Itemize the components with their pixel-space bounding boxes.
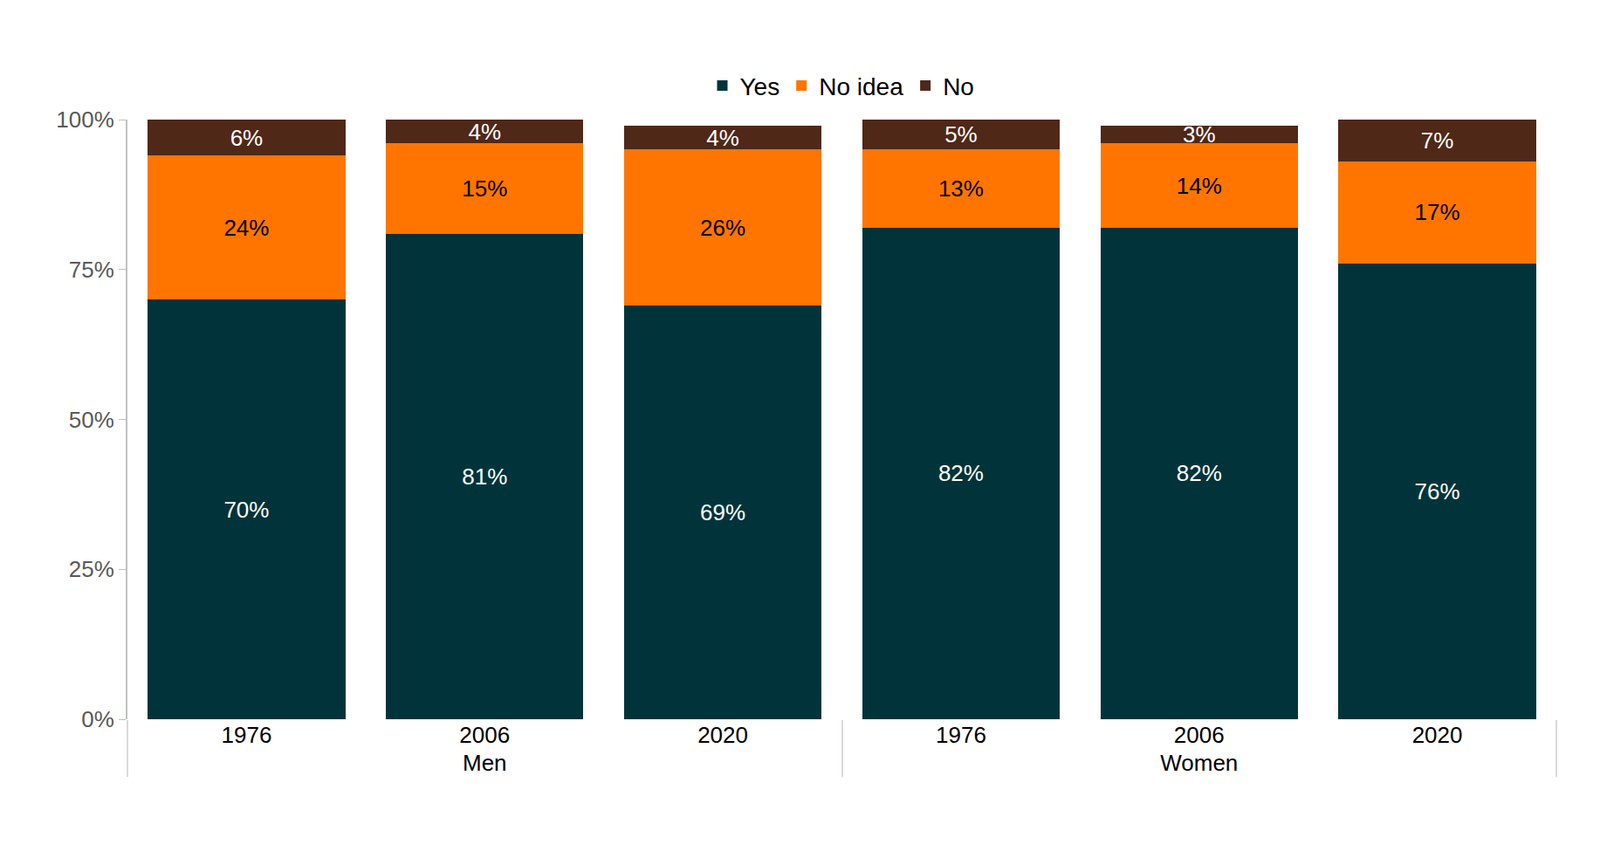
svg-text:0%: 0% [81,706,115,733]
svg-text:75%: 75% [68,256,115,283]
svg-text:13%: 13% [938,175,984,202]
svg-text:24%: 24% [223,214,269,241]
svg-text:15%: 15% [461,175,508,202]
svg-text:4%: 4% [467,118,502,145]
svg-text:82%: 82% [1176,460,1223,487]
svg-text:5%: 5% [944,121,978,148]
svg-text:82%: 82% [938,460,984,487]
svg-text:Men: Men [462,749,508,776]
svg-text:2006: 2006 [1174,721,1225,749]
svg-text:6%: 6% [230,124,264,152]
svg-text:25%: 25% [68,556,115,583]
svg-text:14%: 14% [1176,172,1223,200]
svg-text:2020: 2020 [697,721,749,749]
svg-text:76%: 76% [1414,478,1461,505]
svg-text:4%: 4% [706,124,740,152]
svg-text:81%: 81% [461,463,508,490]
svg-text:2006: 2006 [459,721,510,749]
svg-text:Women: Women [1160,749,1238,776]
svg-text:7%: 7% [1421,127,1455,154]
svg-text:3%: 3% [1182,121,1216,148]
svg-text:2020: 2020 [1412,721,1463,749]
svg-text:1976: 1976 [935,721,987,749]
svg-text:50%: 50% [68,406,115,433]
svg-text:1976: 1976 [220,721,272,749]
svg-text:26%: 26% [700,214,746,241]
svg-text:69%: 69% [700,499,746,526]
svg-text:70%: 70% [223,496,269,523]
svg-text:No: No [942,73,975,101]
svg-text:100%: 100% [55,106,115,133]
svg-text:Yes: Yes [740,73,781,101]
svg-text:No idea: No idea [818,73,904,101]
svg-text:17%: 17% [1414,199,1461,226]
